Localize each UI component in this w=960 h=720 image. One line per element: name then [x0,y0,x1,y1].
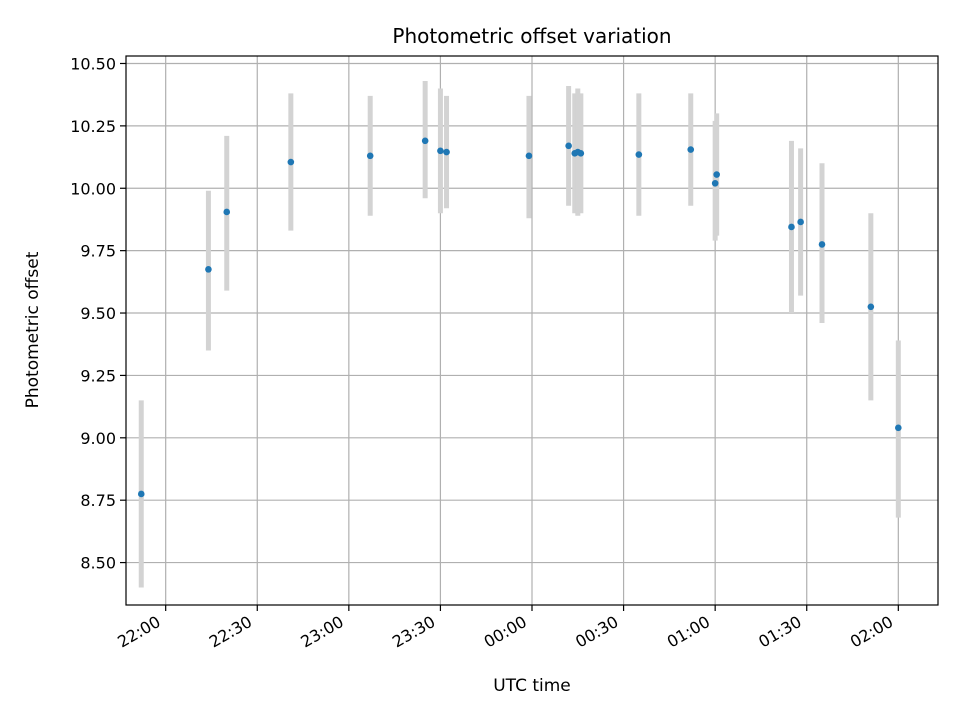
data-point [565,142,572,150]
data-point [711,179,719,187]
data-point [818,241,826,248]
y-tick-label: 10.00 [70,179,116,198]
data-point [287,158,295,166]
y-tick-label: 8.75 [80,491,116,510]
data-point [137,490,145,498]
grid-lines [126,56,938,605]
data-point [797,218,804,226]
data-point [713,171,720,178]
y-axis-ticks: 8.50 8.75 9.00 9.25 9.50 9.75 10.00 10.25 10.50 [70,54,126,573]
data-point [895,424,902,432]
data-point [525,152,533,160]
data-point [867,303,875,311]
x-axis-label: UTC time [493,676,571,696]
data-point [421,137,429,145]
data-point [577,150,585,157]
y-tick-label: 9.50 [80,304,116,323]
y-axis-label: Photometric offset [23,251,43,408]
data-point [635,151,643,158]
data-points [137,137,902,498]
data-point [788,223,795,231]
chart-title: Photometric offset variation [392,24,671,48]
y-tick-label: 8.50 [80,554,116,573]
data-point [443,148,450,156]
data-point [437,147,444,155]
data-point [205,266,212,273]
y-tick-label: 9.00 [80,429,116,448]
data-point [223,208,231,216]
y-tick-label: 9.25 [80,366,116,385]
y-tick-label: 10.50 [70,54,116,73]
y-tick-label: 9.75 [80,242,116,261]
y-tick-label: 10.25 [70,117,116,136]
data-point [687,146,695,153]
data-point [366,152,374,160]
